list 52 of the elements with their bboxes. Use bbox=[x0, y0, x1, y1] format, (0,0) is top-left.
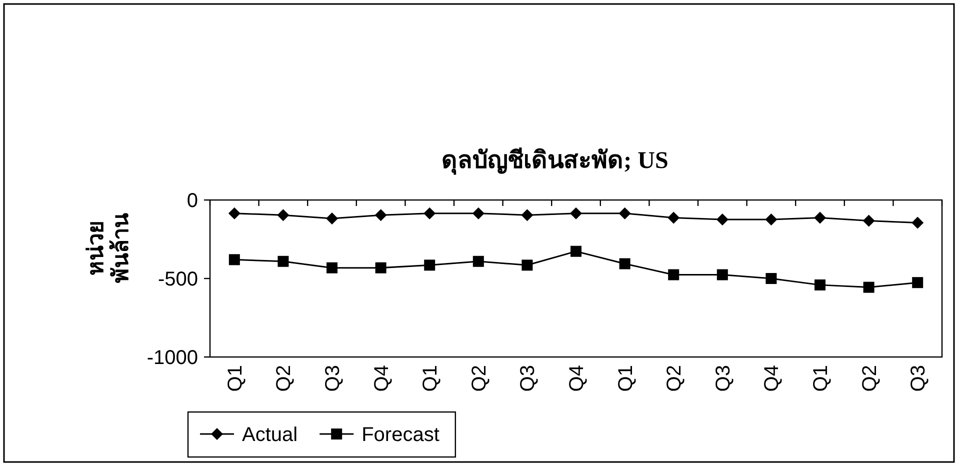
point bbox=[375, 262, 386, 274]
y-axis-title: หน่วย พันล้าน bbox=[83, 213, 133, 283]
point bbox=[814, 279, 826, 290]
point bbox=[326, 212, 338, 225]
x-tick-label: Q4 bbox=[761, 365, 784, 392]
x-tick-label: Q4 bbox=[566, 365, 588, 392]
point bbox=[765, 213, 778, 226]
point bbox=[277, 209, 290, 222]
point bbox=[668, 212, 680, 224]
point bbox=[570, 246, 582, 257]
x-tick-label: Q2 bbox=[468, 365, 490, 392]
point bbox=[424, 260, 436, 271]
point bbox=[472, 256, 484, 267]
point bbox=[766, 273, 777, 284]
point bbox=[522, 260, 533, 271]
x-tick-label: Q3 bbox=[908, 365, 930, 392]
point bbox=[862, 214, 875, 227]
x-tick-label: Q3 bbox=[517, 365, 540, 392]
point bbox=[424, 207, 436, 220]
x-tick-label: Q1 bbox=[420, 365, 442, 392]
x-tick-label: Q2 bbox=[273, 365, 296, 392]
x-tick-label: Q3 bbox=[322, 365, 344, 392]
point bbox=[374, 209, 387, 222]
x-tick-label: Q1 bbox=[614, 365, 637, 392]
point bbox=[228, 207, 240, 220]
y-tick-label: -500 bbox=[158, 268, 198, 290]
x-tick-label: Q3 bbox=[712, 365, 734, 392]
chart-title: ดุลบัญชีเดินสะพัด; US bbox=[442, 147, 668, 176]
point bbox=[814, 212, 826, 224]
point bbox=[716, 269, 728, 280]
legend-label: Forecast bbox=[362, 424, 440, 446]
point bbox=[668, 269, 680, 280]
x-tick-label: Q1 bbox=[224, 365, 246, 392]
x-tick-label: Q2 bbox=[858, 365, 881, 392]
point bbox=[618, 207, 631, 220]
point bbox=[716, 213, 728, 226]
point bbox=[619, 258, 630, 270]
x-tick-label: Q4 bbox=[370, 365, 393, 392]
point bbox=[570, 207, 582, 220]
y-tick-label: 0 bbox=[186, 190, 198, 212]
point bbox=[228, 254, 240, 266]
point bbox=[326, 262, 338, 274]
point bbox=[521, 209, 534, 222]
x-tick-label: Q2 bbox=[664, 365, 686, 392]
legend-label: Actual bbox=[242, 424, 298, 446]
point bbox=[472, 207, 484, 220]
y-tick-label: -1000 bbox=[146, 347, 198, 369]
point bbox=[912, 277, 924, 288]
point bbox=[863, 282, 874, 293]
point bbox=[278, 256, 289, 267]
point bbox=[912, 216, 924, 229]
x-tick-label: Q1 bbox=[810, 365, 832, 392]
